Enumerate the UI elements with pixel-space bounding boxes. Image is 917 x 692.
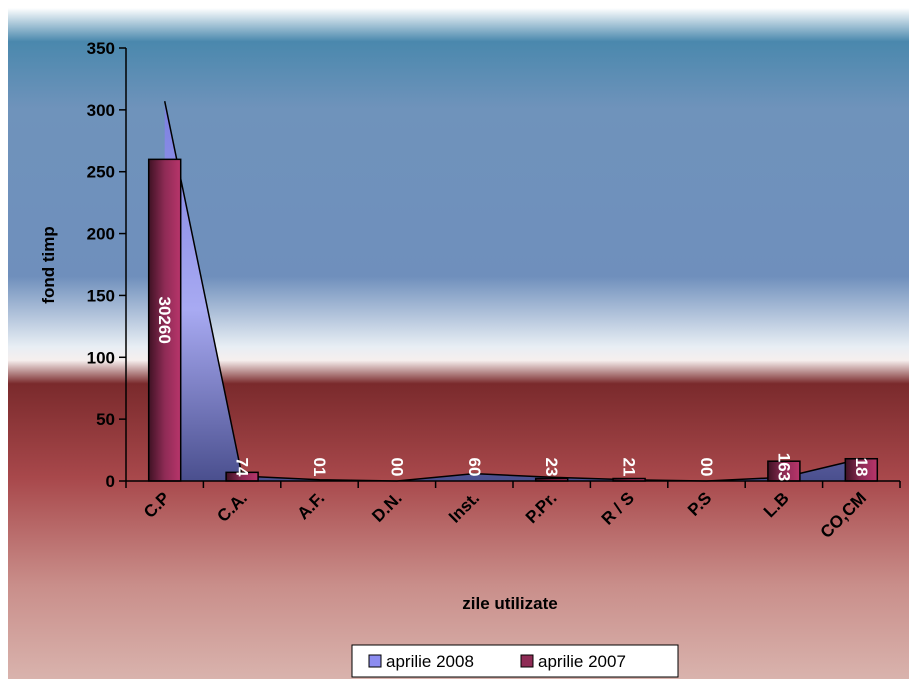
- data-label-d-n: 00: [387, 458, 406, 477]
- y-tick-label-100: 100: [87, 348, 115, 367]
- x-axis-title: zile utilizate: [462, 594, 557, 613]
- data-label-c-a: 74: [233, 458, 252, 477]
- y-tick-label-50: 50: [96, 410, 115, 429]
- data-label-l-b: 163: [774, 453, 793, 481]
- data-label-r-s: 21: [620, 458, 639, 477]
- y-tick-label-350: 350: [87, 39, 115, 58]
- data-label-a-f: 01: [310, 458, 329, 477]
- legend-label-aprilie-2007: aprilie 2007: [538, 652, 626, 671]
- data-label-co-cm: 18: [852, 458, 871, 477]
- data-label-p-s: 00: [697, 458, 716, 477]
- y-tick-label-250: 250: [87, 163, 115, 182]
- data-label-p-pr: 23: [542, 458, 561, 477]
- legend-label-aprilie-2008: aprilie 2008: [386, 652, 474, 671]
- data-label-inst: 60: [465, 458, 484, 477]
- y-tick-label-200: 200: [87, 225, 115, 244]
- y-tick-label-300: 300: [87, 101, 115, 120]
- plot-background: [8, 8, 909, 679]
- legend: aprilie 2008 aprilie 2007: [352, 645, 678, 677]
- y-tick-label-0: 0: [106, 472, 115, 491]
- legend-swatch-aprilie-2008: [369, 655, 381, 667]
- legend-swatch-aprilie-2007: [521, 655, 533, 667]
- y-axis-title: fond timp: [39, 226, 58, 303]
- y-tick-label-150: 150: [87, 286, 115, 305]
- data-label-c-p: 30260: [155, 297, 174, 344]
